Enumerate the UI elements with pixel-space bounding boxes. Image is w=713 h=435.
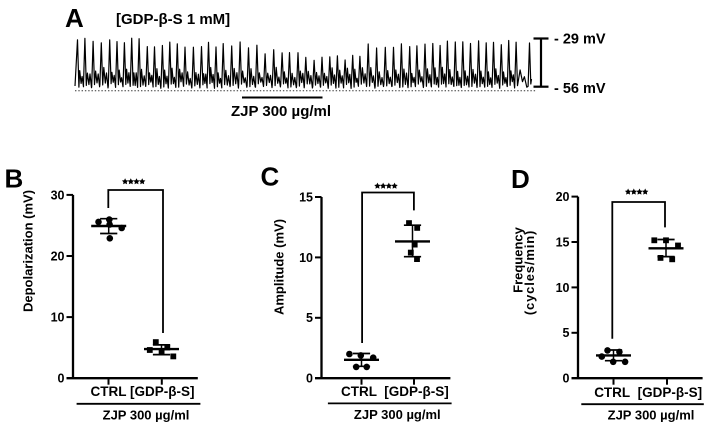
svg-text:10: 10 [556, 281, 570, 295]
svg-text:Amplitude (mV): Amplitude (mV) [272, 219, 287, 315]
svg-text:C: C [261, 162, 280, 192]
svg-text:ZJP 300 µg/ml: ZJP 300 µg/ml [231, 103, 331, 120]
svg-text:ZJP 300 µg/ml: ZJP 300 µg/ml [608, 408, 695, 423]
svg-text:[GDP-β-S]: [GDP-β-S] [130, 384, 194, 399]
svg-text:20: 20 [556, 190, 570, 204]
svg-text:10: 10 [299, 251, 313, 265]
svg-text:[GDP-β-S]: [GDP-β-S] [638, 385, 702, 400]
svg-text:[GDP-β-S]: [GDP-β-S] [384, 384, 448, 399]
svg-text:[GDP-β-S 1 mM]: [GDP-β-S 1 mM] [116, 11, 230, 28]
svg-text:20: 20 [51, 249, 65, 263]
svg-text:0: 0 [58, 372, 65, 386]
svg-text:A: A [65, 3, 84, 33]
svg-text:Depolarization (mV): Depolarization (mV) [21, 190, 36, 312]
svg-text:15: 15 [556, 235, 570, 249]
svg-text:15: 15 [299, 190, 313, 204]
svg-text:5: 5 [563, 326, 570, 340]
svg-text:D: D [511, 164, 530, 194]
svg-text:CTRL: CTRL [594, 385, 630, 400]
svg-text:- 56 mV: - 56 mV [554, 81, 606, 97]
svg-text:B: B [5, 163, 24, 193]
svg-text:0: 0 [306, 372, 313, 386]
svg-text:(cycles/min): (cycles/min) [522, 230, 537, 315]
svg-text:ZJP 300 µg/ml: ZJP 300 µg/ml [354, 407, 441, 422]
svg-text:- 29 mV: - 29 mV [554, 32, 606, 48]
svg-text:CTRL: CTRL [91, 384, 127, 399]
svg-text:0: 0 [563, 372, 570, 386]
svg-text:ZJP 300 µg/ml: ZJP 300 µg/ml [103, 407, 190, 422]
svg-text:10: 10 [51, 311, 65, 325]
svg-text:30: 30 [51, 188, 65, 202]
svg-text:5: 5 [306, 311, 313, 325]
svg-text:CTRL: CTRL [341, 384, 377, 399]
svg-text:Frequency: Frequency [511, 226, 526, 293]
